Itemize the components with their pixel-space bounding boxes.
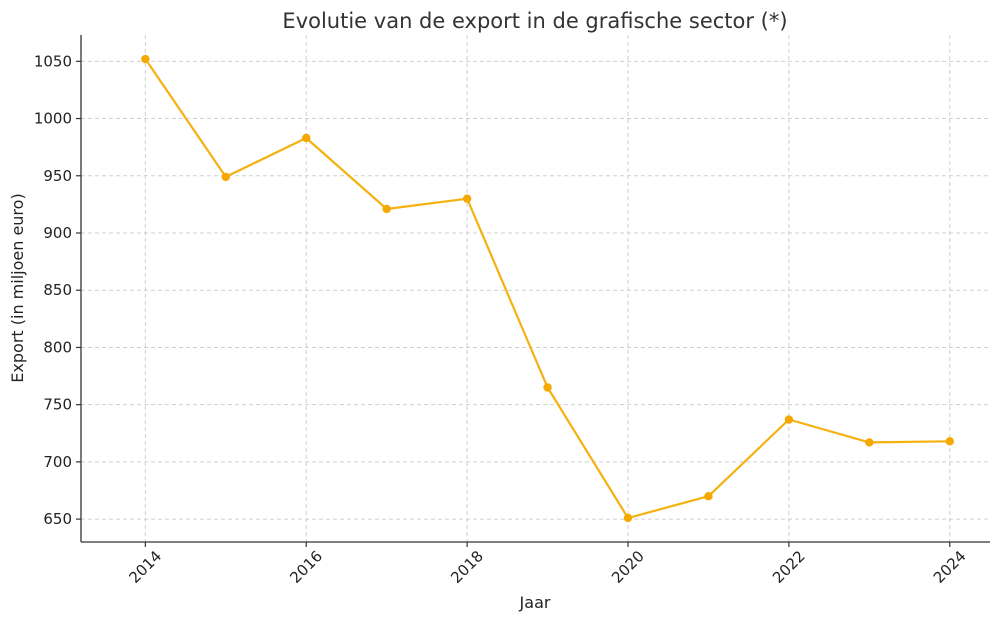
series-line <box>144 57 951 520</box>
x-tick-label: 2020 <box>608 547 648 587</box>
grid <box>81 35 990 542</box>
data-point <box>221 172 230 182</box>
y-tick-label: 1050 <box>34 52 72 70</box>
x-axis-label: Jaar <box>519 593 551 612</box>
data-point <box>865 438 874 447</box>
y-tick-label: 750 <box>43 396 72 414</box>
x-tick-label: 2014 <box>125 547 165 587</box>
y-tick-label: 650 <box>43 510 72 528</box>
y-axis-label: Export (in miljoen euro) <box>8 193 27 382</box>
y-tick-label: 900 <box>43 224 72 242</box>
chart-title: Evolutie van de export in de grafische s… <box>282 9 787 33</box>
y-tick-label: 850 <box>43 281 72 299</box>
data-point <box>945 437 954 446</box>
x-tick-label: 2018 <box>447 547 487 587</box>
y-tick-label: 800 <box>43 338 72 356</box>
data-point <box>704 492 713 501</box>
data-point <box>141 54 150 64</box>
y-ticks: 650 700 750 800 850 900 950 1000 1050 <box>34 52 81 528</box>
x-tick-label: 2022 <box>769 547 809 587</box>
data-point <box>382 204 391 214</box>
axes <box>80 35 990 543</box>
y-tick-label: 950 <box>43 167 72 185</box>
y-tick-label: 700 <box>43 453 72 471</box>
data-point <box>623 513 633 523</box>
y-tick-label: 1000 <box>34 110 72 128</box>
data-point <box>302 133 311 143</box>
x-ticks: 2014 2016 2018 2020 2022 2024 <box>125 542 970 587</box>
data-point <box>462 194 472 203</box>
x-tick-label: 2016 <box>286 547 326 587</box>
data-point <box>543 383 552 392</box>
data-point <box>784 415 794 424</box>
x-tick-label: 2024 <box>930 547 970 587</box>
series <box>141 54 954 523</box>
